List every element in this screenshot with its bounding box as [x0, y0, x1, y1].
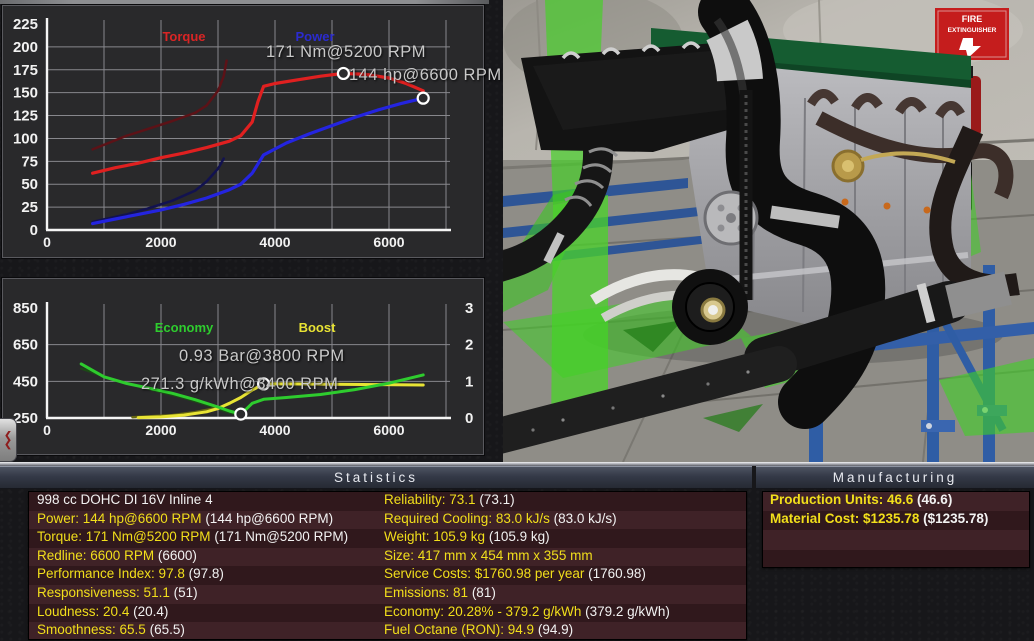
- stat-cell-left: 998 cc DOHC DI 16V Inline 4: [37, 492, 213, 507]
- manufacturing-row: [763, 530, 1029, 550]
- stat-row: Loudness: 20.4 (20.4) Economy: 20.28% - 3…: [29, 603, 746, 623]
- y-axis-tick: 250: [13, 410, 38, 427]
- manufacturing-header: Manufacturing: [756, 466, 1034, 489]
- x-axis-tick: 2000: [145, 422, 176, 438]
- x-axis-tick: 0: [43, 234, 51, 250]
- boost-curve: [136, 382, 425, 420]
- y-axis-tick: 225: [13, 16, 38, 33]
- stat-cell-right: Required Cooling: 83.0 kJ/s (83.0 kJ/s): [384, 510, 617, 526]
- stat-row: Performance Index: 97.8 (97.8) Service Co…: [29, 566, 746, 585]
- stat-row: Redline: 6600 RPM (6600) Size: 417 mm x 4…: [29, 547, 746, 567]
- foreground-pipe: [503, 271, 1012, 454]
- y-axis-tick: 450: [13, 373, 38, 390]
- x-axis-tick: 6000: [373, 234, 404, 250]
- svg-text:EXTINGUISHER: EXTINGUISHER: [948, 27, 997, 34]
- fire-extinguisher-sign: FIRE EXTINGUISHER: [935, 8, 1009, 60]
- manufacturing-row: Material Cost: $1235.78 ($1235.78): [763, 511, 1029, 531]
- x-axis-tick: 0: [43, 422, 51, 438]
- legend-economy: Economy: [155, 320, 214, 335]
- statistics-panel: 998 cc DOHC DI 16V Inline 4 Reliability: …: [28, 491, 747, 640]
- y2-axis-tick: 0: [465, 410, 473, 427]
- stat-cell-right: Economy: 20.28% - 379.2 g/kWh (379.2 g/k…: [384, 603, 670, 619]
- chevron-left-icon: ❮: [4, 439, 12, 449]
- y-axis-tick: 75: [21, 153, 38, 170]
- stat-cell-left: Loudness: 20.4 (20.4): [37, 603, 169, 619]
- y-axis-tick: 0: [30, 222, 38, 239]
- peak-marker: [234, 407, 248, 421]
- y-axis-tick: 175: [13, 62, 38, 79]
- stat-cell-right: Emissions: 81 (81): [384, 584, 496, 600]
- manufacturing-panel: Production Units: 46.6 (46.6) Material Co…: [762, 491, 1030, 568]
- torque-power-chart-panel: 225 200 175 150 125 100 75 50 25 0 0 2000 4000 6000 To…: [2, 5, 501, 258]
- y-axis-tick: 25: [21, 199, 38, 216]
- stat-cell-left: Redline: 6600 RPM (6600): [37, 547, 197, 563]
- peak-marker: [257, 377, 271, 391]
- panel-top-edge: [0, 0, 489, 4]
- y-axis-tick: 650: [13, 337, 38, 354]
- power-previous-curve: [91, 157, 225, 224]
- stat-cell-right: Size: 417 mm x 454 mm x 355 mm: [384, 547, 593, 563]
- engine-3d-viewport[interactable]: FIRE EXTINGUISHER: [503, 0, 1034, 462]
- y2-axis-tick: 3: [465, 300, 473, 317]
- stat-cell-right: Weight: 105.9 kg (105.9 kg): [384, 529, 550, 545]
- y-axis-tick: 150: [13, 85, 38, 102]
- bottom-panels: Statistics Manufacturing 998 cc DOHC DI …: [0, 462, 1034, 641]
- y-axis-tick: 200: [13, 39, 38, 56]
- stat-row: Power: 144 hp@6600 RPM (144 hp@6600 RPM)…: [29, 510, 746, 530]
- stat-row: Smoothness: 65.5 (65.5) Fuel Octane (RON)…: [29, 622, 746, 639]
- y-axis-tick: 850: [13, 300, 38, 317]
- peak-marker: [336, 66, 350, 81]
- intake-airbox: [503, 41, 755, 282]
- torque-curve: [91, 71, 425, 175]
- engine-3d-render: FIRE EXTINGUISHER: [503, 0, 1034, 462]
- power-curve: [91, 96, 425, 226]
- legend-torque: Torque: [162, 29, 205, 44]
- stat-cell-left: Power: 144 hp@6600 RPM (144 hp@6600 RPM): [37, 510, 334, 526]
- peak-marker: [416, 91, 430, 105]
- svg-text:FIRE: FIRE: [962, 14, 983, 24]
- front-accessories: [590, 90, 759, 345]
- stat-cell-left: Performance Index: 97.8 (97.8): [37, 566, 224, 582]
- x-axis-tick: 6000: [373, 422, 404, 438]
- stat-row: 998 cc DOHC DI 16V Inline 4 Reliability: …: [29, 492, 746, 511]
- torque-previous-curve: [91, 59, 228, 151]
- stat-cell-left: Smoothness: 65.5 (65.5): [37, 622, 185, 638]
- torque-power-chart: 225 200 175 150 125 100 75 50 25 00 2000 4000 6000 To…: [13, 16, 451, 250]
- y2-axis-tick: 2: [465, 337, 473, 354]
- divider-shine: [0, 462, 1034, 466]
- stat-cell-right: Service Costs: $1760.98 per year (1760.9…: [384, 566, 646, 582]
- manufacturing-row: [763, 549, 1029, 567]
- economy-boost-chart: 850 650 450 250 3 2 1 0 0 2000 4000 6000 Economy Boos…: [13, 300, 473, 438]
- economy-boost-chart-panel: 850 650 450 250 3 2 1 0 0 2000 4000 6000 Economy Boos…: [2, 278, 484, 455]
- legend-power: Power: [295, 29, 334, 44]
- x-axis-tick: 2000: [145, 234, 176, 250]
- charts-pane: 225 200 175 150 125 100 75 50 25 0 0 2000 4000 6000 To…: [0, 0, 503, 462]
- y2-axis-tick: 1: [465, 373, 473, 390]
- stat-cell-left: Responsiveness: 51.1 (51): [37, 584, 198, 600]
- stat-row: Torque: 171 Nm@5200 RPM (171 Nm@5200 RPM…: [29, 529, 746, 548]
- stat-cell-right: Reliability: 73.1 (73.1): [384, 492, 515, 507]
- manufacturing-row: Production Units: 46.6 (46.6): [763, 492, 1029, 512]
- legend-boost: Boost: [299, 320, 337, 335]
- stat-cell-left: Torque: 171 Nm@5200 RPM (171 Nm@5200 RPM…: [37, 529, 349, 545]
- x-axis-tick: 4000: [259, 422, 290, 438]
- stat-cell-right: Fuel Octane (RON): 94.9 (94.9): [384, 622, 574, 638]
- collapse-charts-tab[interactable]: ❮ ❮: [0, 418, 17, 462]
- stat-row: Responsiveness: 51.1 (51) Emissions: 81 (…: [29, 584, 746, 604]
- y-axis-tick: 125: [13, 108, 38, 125]
- y-axis-tick: 100: [13, 130, 38, 147]
- statistics-header: Statistics: [0, 466, 752, 489]
- y-axis-tick: 50: [21, 176, 38, 193]
- chevron-left-icon: ❮: [4, 430, 12, 440]
- x-axis-tick: 4000: [259, 234, 290, 250]
